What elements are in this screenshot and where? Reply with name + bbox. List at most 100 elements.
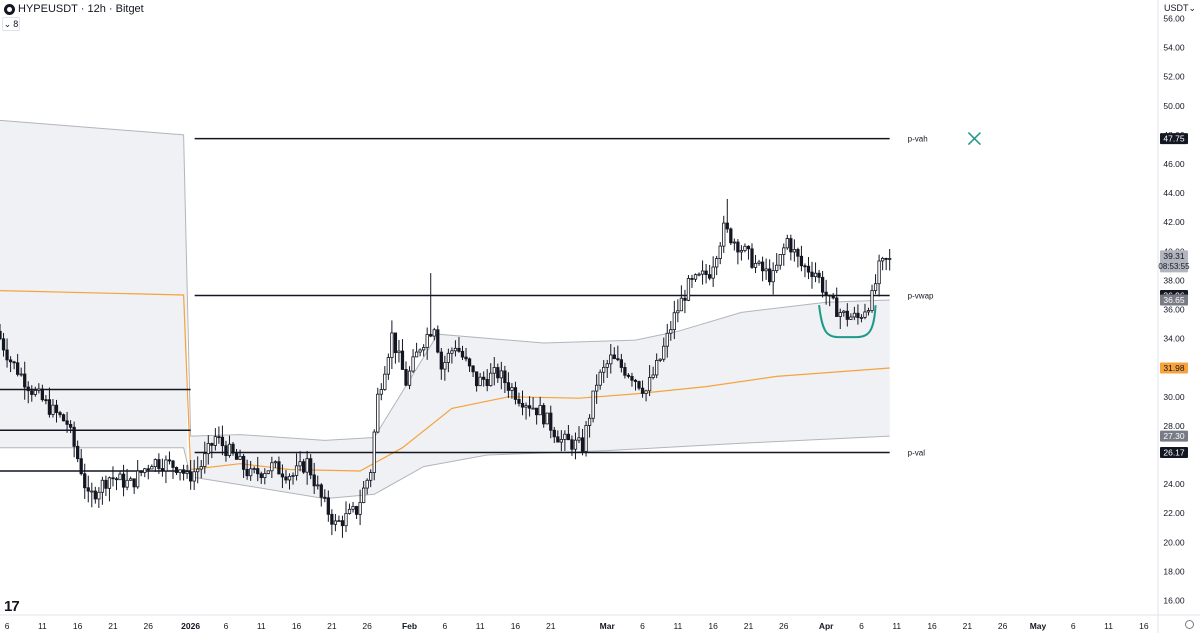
- y-tick-label: 56.00: [1163, 14, 1185, 24]
- candle: [68, 420, 73, 434]
- y-tick-label: 16.00: [1163, 595, 1185, 605]
- price-axis[interactable]: 56.0054.0052.0050.0048.0046.0044.0042.00…: [1157, 0, 1185, 633]
- candle: [270, 456, 274, 479]
- candle: [312, 462, 316, 494]
- candle: [245, 459, 249, 480]
- candle: [637, 380, 641, 391]
- candle: [672, 300, 676, 340]
- candle: [729, 227, 733, 246]
- candle: [482, 371, 486, 387]
- cup-arc: [818, 305, 877, 339]
- candle: [542, 403, 546, 428]
- candle: [471, 365, 475, 378]
- candle: [873, 274, 878, 295]
- candle: [870, 284, 874, 313]
- candle: [196, 456, 200, 484]
- candle: [517, 392, 521, 407]
- candle: [294, 453, 299, 481]
- candle: [284, 469, 288, 484]
- price-label-text: 36.65: [1163, 295, 1185, 305]
- candle: [0, 323, 2, 341]
- y-tick-label: 54.00: [1163, 43, 1185, 53]
- candle: [61, 413, 66, 422]
- indicators-collapse-button[interactable]: ⌄ 8: [2, 17, 20, 31]
- candle: [407, 366, 412, 390]
- candle: [630, 372, 634, 387]
- y-tick-label: 50.00: [1163, 101, 1185, 111]
- candle: [44, 395, 48, 405]
- candle: [5, 338, 9, 368]
- candle: [700, 260, 705, 285]
- candle: [344, 501, 348, 533]
- candle: [842, 309, 846, 317]
- candle: [379, 383, 383, 401]
- candle: [418, 348, 422, 357]
- candle: [372, 429, 376, 481]
- candle: [305, 450, 309, 485]
- tradingview-logo-icon[interactable]: 17: [4, 598, 20, 615]
- candle: [150, 464, 154, 470]
- annotations: [818, 132, 981, 339]
- gear-icon[interactable]: [1185, 620, 1194, 629]
- x-tick-label: 21: [963, 621, 973, 631]
- candle: [164, 455, 168, 484]
- target-cross-icon: [967, 132, 981, 146]
- candle: [732, 238, 736, 251]
- candle: [757, 259, 761, 266]
- candle: [626, 373, 631, 379]
- candle: [256, 456, 260, 482]
- x-tick-label: 16: [292, 621, 302, 631]
- candle: [633, 378, 638, 391]
- currency-selector[interactable]: USDT ⌄: [1162, 1, 1198, 15]
- candle: [676, 299, 680, 323]
- candle: [750, 243, 754, 269]
- price-label-text: 26.17: [1163, 448, 1185, 458]
- time-axis[interactable]: 6 11 16 21 26 2026 6 11 16 21 26 Feb 6 11 16 21 Mar 6 11 16…: [0, 614, 1200, 631]
- candle: [450, 347, 454, 364]
- candle: [443, 355, 447, 381]
- price-label-text: 27.30: [1163, 431, 1185, 441]
- candle: [806, 257, 811, 280]
- candle: [559, 430, 563, 452]
- candle: [715, 255, 719, 276]
- candle: [97, 487, 101, 508]
- y-tick-label: 20.00: [1163, 537, 1185, 547]
- candle: [263, 468, 267, 485]
- candle: [644, 389, 648, 402]
- candle: [326, 490, 330, 522]
- candle: [686, 275, 691, 302]
- candle: [273, 460, 278, 469]
- x-tick-label: 26: [998, 621, 1008, 631]
- x-tick-label: 21: [744, 621, 754, 631]
- candle: [51, 399, 55, 418]
- candle: [291, 472, 295, 485]
- candle: [619, 353, 624, 373]
- candle: [492, 357, 496, 386]
- candle: [319, 483, 323, 507]
- indicator-count: 8: [13, 19, 19, 29]
- price-label: 36.65: [1160, 294, 1188, 306]
- candle: [12, 360, 16, 370]
- candle: [467, 357, 472, 372]
- candle: [178, 469, 182, 481]
- candle: [785, 234, 789, 250]
- candle: [697, 272, 701, 277]
- y-tick-label: 18.00: [1163, 566, 1185, 576]
- candle: [238, 449, 242, 460]
- candle: [789, 234, 793, 261]
- x-tick-label: 16: [511, 621, 521, 631]
- candle: [157, 453, 161, 474]
- y-tick-label: 52.00: [1163, 72, 1185, 82]
- candle: [736, 239, 740, 265]
- candle: [457, 336, 461, 353]
- candle: [760, 256, 765, 282]
- candle: [849, 313, 853, 321]
- candle: [764, 258, 768, 280]
- candle: [160, 458, 165, 477]
- candle: [231, 442, 235, 456]
- x-tick-label: 6: [224, 621, 229, 631]
- candle: [174, 466, 179, 476]
- candle: [369, 469, 373, 488]
- candle: [224, 440, 228, 462]
